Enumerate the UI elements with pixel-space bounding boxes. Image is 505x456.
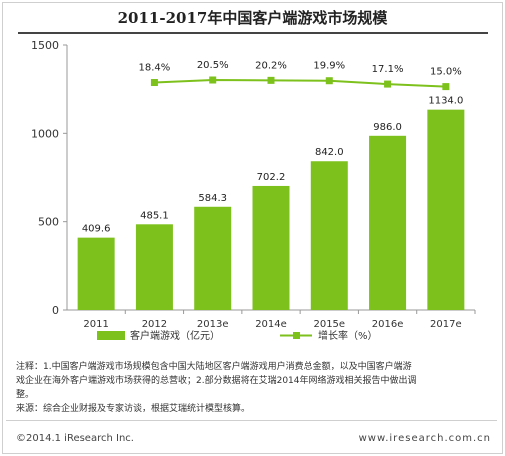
bar-value-label: 409.6 xyxy=(82,224,111,235)
bar xyxy=(135,224,173,310)
note-line: 注释：1.中国客户端游戏市场规模包含中国大陆地区客户端游戏用户消费总金额，以及中… xyxy=(16,362,412,372)
chart-area: 0 500 1000 1500 409.6 485.1 584.3 702.2 842.0 98… xyxy=(31,39,476,342)
growth-value-label: 18.4% xyxy=(139,63,171,74)
growth-line-series xyxy=(150,76,450,91)
bar-value-label: 986.0 xyxy=(373,122,402,133)
y-tick-label: 1000 xyxy=(31,127,59,140)
bar xyxy=(427,109,465,310)
growth-value-label: 20.5% xyxy=(197,60,229,71)
y-tick-label: 500 xyxy=(38,216,59,229)
bar-data-labels: 409.6 485.1 584.3 702.2 842.0 986.0 1134.0 xyxy=(82,96,464,235)
growth-point xyxy=(209,76,217,84)
growth-point xyxy=(384,80,392,88)
bar-value-label: 702.2 xyxy=(257,172,286,183)
x-tick-label: 2011 xyxy=(83,319,108,330)
growth-point xyxy=(442,83,450,91)
website-text: www.iresearch.com.cn xyxy=(358,433,491,444)
x-axis-tick-labels: 2011 2012 2013e 2014e 2015e 2016e 2017e xyxy=(83,310,476,330)
growth-point xyxy=(150,79,158,87)
x-tick-label: 2013e xyxy=(197,319,229,330)
legend-line-label: 增长率（%） xyxy=(318,329,378,342)
note-line: 整。 xyxy=(16,390,35,400)
growth-value-label: 20.2% xyxy=(255,60,287,71)
bar xyxy=(252,185,290,310)
bar xyxy=(369,135,407,310)
y-tick-label: 1500 xyxy=(31,39,59,52)
bar xyxy=(310,161,348,310)
source-line: 来源：综合企业财报及专家访谈，根据艾瑞统计模型核算。 xyxy=(16,404,251,414)
legend-bar-label: 客户端游戏（亿元） xyxy=(130,329,220,342)
y-axis-ticks: 0 500 1000 1500 xyxy=(31,39,67,317)
x-tick-label: 2017e xyxy=(430,319,462,330)
growth-value-label: 15.0% xyxy=(430,67,462,78)
copyright-text: ©2014.1 iResearch Inc. xyxy=(16,433,134,444)
bar-value-label: 485.1 xyxy=(140,210,169,221)
growth-point xyxy=(325,77,333,85)
growth-data-labels: 18.4% 20.5% 20.2% 19.9% 17.1% 15.0% xyxy=(139,60,462,78)
x-tick-label: 2016e xyxy=(372,319,404,330)
legend-bar-swatch xyxy=(97,331,125,340)
legend: 客户端游戏（亿元） 增长率（%） xyxy=(97,329,378,342)
footer-divider xyxy=(6,420,497,421)
bar-series xyxy=(77,109,465,310)
growth-line xyxy=(154,78,446,88)
y-tick-label: 0 xyxy=(52,304,59,317)
note-line: 戏企业在海外客户端游戏市场获得的总营收；2.部分数据将在艾瑞2014年网络游戏相… xyxy=(16,376,417,386)
bar-value-label: 842.0 xyxy=(315,147,344,158)
chart-notes: 注释：1.中国客户端游戏市场规模包含中国大陆地区客户端游戏用户消费总金额，以及中… xyxy=(16,360,494,416)
bar xyxy=(194,206,232,310)
bar-value-label: 1134.0 xyxy=(428,96,463,107)
title-underline xyxy=(18,32,488,34)
growth-value-label: 17.1% xyxy=(372,64,404,75)
growth-point xyxy=(267,76,275,84)
x-tick-label: 2014e xyxy=(255,319,287,330)
x-tick-label: 2012 xyxy=(142,319,167,330)
bar-value-label: 584.3 xyxy=(198,193,227,204)
growth-value-label: 19.9% xyxy=(313,61,345,72)
chart-title: 2011-2017年中国客户端游戏市场规模 xyxy=(117,9,388,27)
x-tick-label: 2015e xyxy=(313,319,345,330)
bar xyxy=(77,237,115,310)
legend-line-marker xyxy=(293,332,300,339)
